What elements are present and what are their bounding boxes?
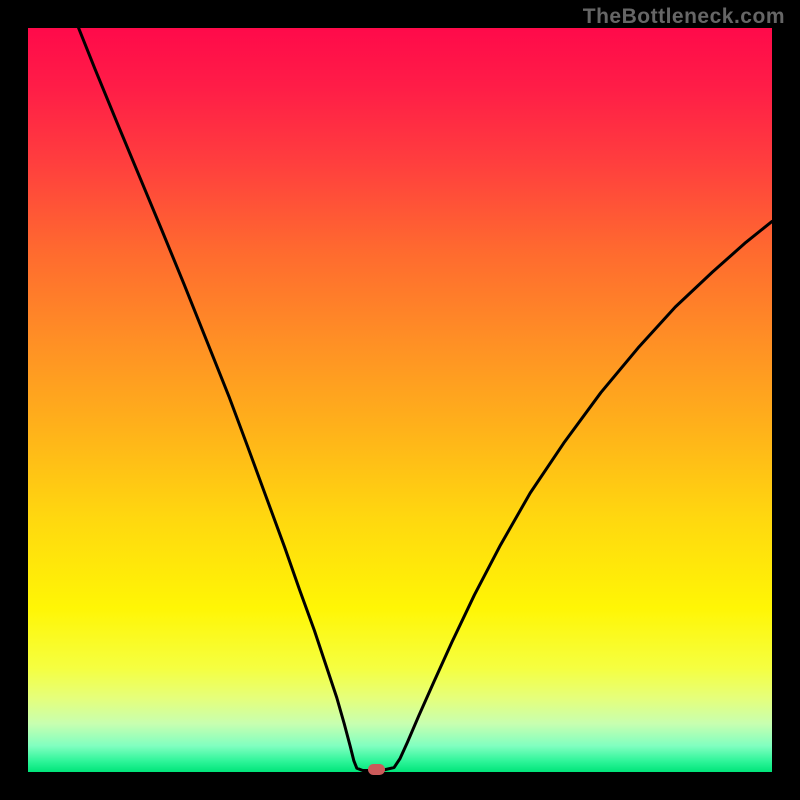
gradient-background: [28, 28, 772, 772]
plot-area: [28, 28, 772, 772]
bottleneck-curve-chart: [28, 28, 772, 772]
optimal-point-marker: [368, 764, 385, 775]
watermark-text: TheBottleneck.com: [583, 5, 785, 29]
chart-stage: TheBottleneck.com: [0, 0, 800, 800]
